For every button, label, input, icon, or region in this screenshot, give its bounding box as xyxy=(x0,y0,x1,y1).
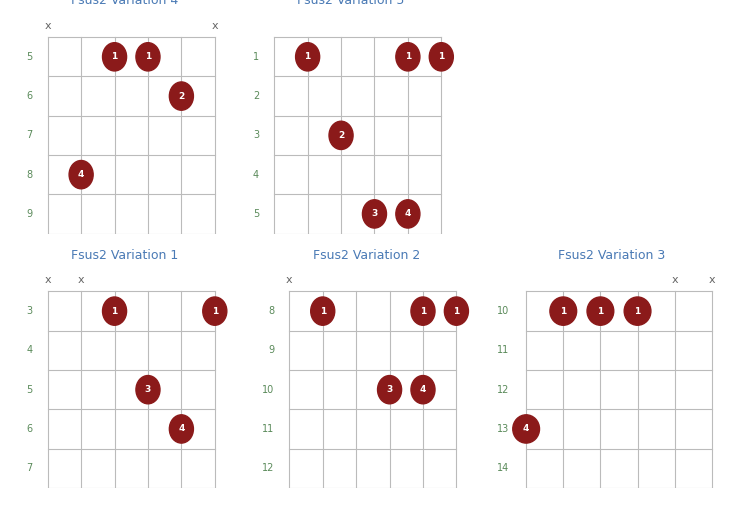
Circle shape xyxy=(411,376,435,404)
Circle shape xyxy=(550,297,577,325)
Text: 5: 5 xyxy=(26,385,32,394)
Text: x: x xyxy=(45,276,51,285)
Text: 1: 1 xyxy=(145,52,151,61)
Text: 14: 14 xyxy=(498,463,510,473)
Circle shape xyxy=(378,376,402,404)
Text: 5: 5 xyxy=(253,209,259,219)
Text: 1: 1 xyxy=(560,307,566,316)
Circle shape xyxy=(296,43,319,71)
Circle shape xyxy=(430,43,453,71)
Circle shape xyxy=(587,297,614,325)
Text: 4: 4 xyxy=(523,425,529,433)
Text: 1: 1 xyxy=(112,307,118,316)
Circle shape xyxy=(445,297,468,325)
Text: 4: 4 xyxy=(405,209,411,218)
Text: 11: 11 xyxy=(262,424,274,434)
Title: Fsus2 Variation 1: Fsus2 Variation 1 xyxy=(71,249,178,262)
Text: 9: 9 xyxy=(26,209,32,219)
Circle shape xyxy=(103,297,127,325)
Text: 8: 8 xyxy=(26,170,32,180)
Text: 4: 4 xyxy=(178,425,184,433)
Text: 11: 11 xyxy=(498,346,510,356)
Circle shape xyxy=(329,121,353,149)
Text: 1: 1 xyxy=(112,52,118,61)
Text: 2: 2 xyxy=(253,91,259,101)
Text: 12: 12 xyxy=(497,385,510,394)
Title: Fsus2 Variation 3: Fsus2 Variation 3 xyxy=(558,249,665,262)
Circle shape xyxy=(362,200,387,228)
Text: 5: 5 xyxy=(26,52,32,62)
Title: Fsus2 Variation 5: Fsus2 Variation 5 xyxy=(297,0,405,7)
Text: 3: 3 xyxy=(371,209,378,218)
Text: x: x xyxy=(671,276,678,285)
Circle shape xyxy=(103,43,127,71)
Text: x: x xyxy=(78,276,85,285)
Text: 7: 7 xyxy=(26,463,32,473)
Text: 1: 1 xyxy=(597,307,603,316)
Text: 1: 1 xyxy=(253,52,259,62)
Text: 12: 12 xyxy=(262,463,274,473)
Text: 10: 10 xyxy=(262,385,274,394)
Text: 4: 4 xyxy=(253,170,259,180)
Title: Fsus2 Variation 2: Fsus2 Variation 2 xyxy=(313,249,420,262)
Text: 9: 9 xyxy=(268,346,274,356)
Text: 1: 1 xyxy=(634,307,641,316)
Circle shape xyxy=(311,297,334,325)
Text: x: x xyxy=(286,276,293,285)
Circle shape xyxy=(169,415,193,443)
Text: 1: 1 xyxy=(420,307,426,316)
Text: 1: 1 xyxy=(319,307,326,316)
Title: Fsus2 Variation 4: Fsus2 Variation 4 xyxy=(71,0,178,7)
Circle shape xyxy=(69,160,93,189)
Text: 1: 1 xyxy=(453,307,460,316)
Circle shape xyxy=(203,297,226,325)
Circle shape xyxy=(136,43,160,71)
Text: 3: 3 xyxy=(387,385,393,394)
Text: 4: 4 xyxy=(78,170,85,179)
Text: 1: 1 xyxy=(211,307,218,316)
Circle shape xyxy=(396,43,420,71)
Circle shape xyxy=(169,82,193,110)
Text: 6: 6 xyxy=(26,424,32,434)
Text: 4: 4 xyxy=(420,385,426,394)
Text: 2: 2 xyxy=(338,131,344,140)
Text: 1: 1 xyxy=(438,52,445,61)
Text: x: x xyxy=(708,276,715,285)
Circle shape xyxy=(396,200,420,228)
Text: 10: 10 xyxy=(498,306,510,316)
Circle shape xyxy=(513,415,540,443)
Circle shape xyxy=(624,297,651,325)
Text: 7: 7 xyxy=(26,130,32,140)
Text: 6: 6 xyxy=(26,91,32,101)
Text: 2: 2 xyxy=(178,91,184,101)
Text: x: x xyxy=(45,21,51,31)
Text: 3: 3 xyxy=(26,306,32,316)
Circle shape xyxy=(411,297,435,325)
Text: 3: 3 xyxy=(145,385,151,394)
Text: 4: 4 xyxy=(26,346,32,356)
Text: 13: 13 xyxy=(498,424,510,434)
Text: 8: 8 xyxy=(268,306,274,316)
Text: 1: 1 xyxy=(405,52,411,61)
Text: x: x xyxy=(211,21,218,31)
Circle shape xyxy=(136,376,160,404)
Text: 1: 1 xyxy=(304,52,311,61)
Text: 3: 3 xyxy=(253,130,259,140)
